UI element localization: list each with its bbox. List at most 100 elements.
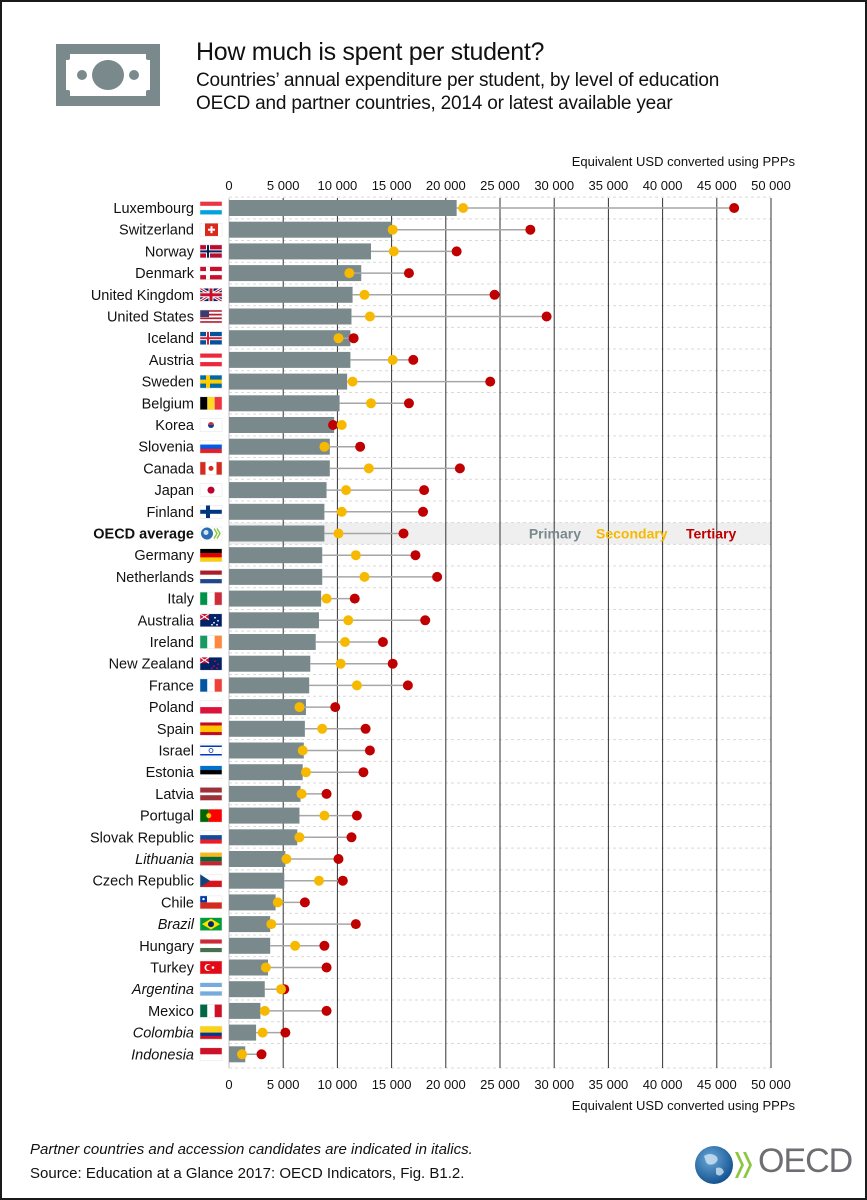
dot-tertiary [355, 441, 366, 452]
dot-tertiary [360, 723, 371, 734]
bar-primary [229, 764, 303, 781]
country-label: Finland [146, 505, 194, 521]
mexico-flag-icon [199, 1004, 223, 1018]
dot-tertiary [337, 875, 348, 886]
x-axis-title-bottom: Equivalent USD converted using PPPs [571, 1098, 795, 1113]
czech-flag-icon [199, 873, 223, 888]
bar-primary [229, 937, 271, 954]
dot-secondary [321, 593, 332, 604]
data-row [229, 590, 360, 607]
gridlines [228, 198, 772, 1068]
portugal-flag-icon [199, 808, 223, 823]
bar-primary [229, 373, 348, 390]
data-row [229, 612, 431, 629]
data-row [229, 221, 536, 238]
dot-tertiary [364, 745, 375, 756]
country-label: Korea [155, 418, 195, 434]
data-row [229, 1002, 332, 1019]
country-label: Chile [161, 895, 194, 911]
country-label: Japan [154, 483, 194, 499]
x-axis-title-top: Equivalent USD converted using PPPs [571, 154, 795, 169]
canada-flag-icon [199, 461, 223, 476]
country-label: United States [107, 310, 194, 326]
country-label: Netherlands [116, 570, 194, 586]
country-label: Sweden [142, 375, 194, 391]
data-marks [229, 200, 740, 1063]
x-tick-label-top: 50 000 [751, 178, 791, 193]
bar-primary [229, 699, 306, 716]
dot-secondary [319, 441, 330, 452]
country-label: Poland [149, 700, 194, 716]
data-row [229, 568, 443, 585]
bar-primary [229, 1024, 257, 1041]
country-label: Israel [159, 744, 194, 760]
country-label: Colombia [133, 1026, 194, 1042]
country-label: Iceland [147, 331, 194, 347]
x-tick-label-bottom: 40 000 [643, 1077, 683, 1092]
data-row [229, 764, 369, 781]
country-label: Estonia [146, 765, 195, 781]
dot-secondary [272, 897, 283, 908]
lithuania-flag-icon [199, 852, 223, 866]
dot-secondary [458, 203, 469, 213]
country-labels: Luxembourg Switzerland Norway Denmark United… [90, 201, 223, 1063]
data-row [229, 200, 740, 216]
data-row [229, 829, 357, 846]
data-row [229, 265, 414, 282]
data-row [229, 1046, 267, 1063]
germany-flag-icon [199, 548, 223, 562]
bar-primary [229, 916, 271, 933]
data-row [229, 981, 290, 998]
dot-secondary [341, 485, 352, 496]
japan-flag-icon [199, 483, 223, 497]
brazil-flag-icon [199, 917, 223, 931]
dot-secondary [237, 1049, 248, 1060]
bar-primary [229, 959, 269, 976]
dot-tertiary [330, 702, 341, 713]
turkey-flag-icon [199, 960, 223, 975]
dot-tertiary [280, 1027, 291, 1038]
bar-primary [229, 243, 372, 260]
dot-secondary [259, 1005, 270, 1016]
country-label: Ireland [150, 635, 194, 651]
dot-secondary [335, 658, 346, 669]
country-label: Canada [143, 461, 195, 477]
bar-primary [229, 547, 323, 564]
country-label: Lithuania [135, 852, 194, 868]
data-row [229, 243, 462, 260]
dot-tertiary [321, 788, 332, 799]
dot-tertiary [485, 376, 496, 387]
israel-flag-icon [199, 743, 223, 758]
hungary-flag-icon [199, 939, 223, 953]
data-row [229, 417, 347, 433]
bar-primary [229, 872, 285, 889]
bar-primary [229, 655, 311, 672]
country-label: New Zealand [109, 657, 194, 673]
source-note: Source: Education at a Glance 2017: OECD… [30, 1165, 465, 1182]
subtitle-line-1: Countries’ annual expenditure per studen… [196, 70, 720, 91]
slovakia-flag-icon [199, 830, 223, 845]
dot-secondary [350, 550, 361, 561]
x-tick-label-bottom: 45 000 [697, 1077, 737, 1092]
finland-flag-icon [199, 505, 223, 519]
dot-tertiary [358, 767, 369, 778]
bar-primary [229, 460, 330, 477]
x-tick-label-bottom: 50 000 [751, 1077, 791, 1092]
country-label: Italy [167, 592, 194, 608]
data-row [229, 655, 398, 672]
dot-tertiary [319, 940, 330, 951]
data-row [229, 438, 366, 455]
x-tick-label-top: 40 000 [643, 178, 683, 193]
country-label: Australia [138, 613, 195, 629]
dot-tertiary [398, 528, 409, 539]
country-label: Turkey [150, 961, 195, 977]
estonia-flag-icon [199, 765, 223, 779]
slovenia-flag-icon [199, 439, 223, 454]
country-label: Denmark [135, 266, 195, 282]
x-tick-label-bottom: 10 000 [318, 1077, 358, 1092]
data-row [229, 525, 409, 542]
latvia-flag-icon [199, 787, 223, 801]
country-label: Austria [149, 353, 195, 369]
uk-flag-icon [199, 287, 223, 303]
dot-tertiary [454, 463, 465, 474]
